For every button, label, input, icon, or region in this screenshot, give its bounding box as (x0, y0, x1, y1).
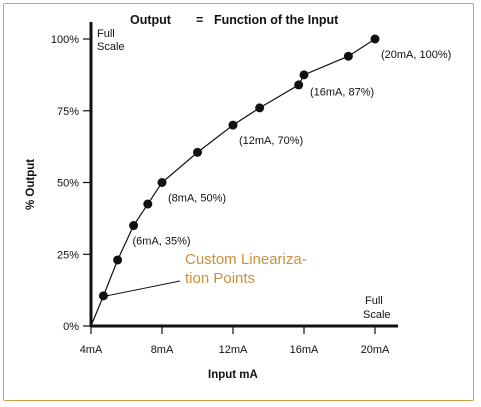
chart-frame (3, 3, 474, 401)
data-point (294, 80, 304, 90)
chart-title-left: Output (130, 13, 172, 27)
data-point (129, 221, 139, 231)
point-annotation: (20mA, 100%) (381, 49, 451, 61)
data-point (113, 255, 123, 265)
x-fullscale-line2: Scale (363, 309, 391, 321)
y-tick-label: 50% (57, 178, 79, 190)
y-tick-label: 25% (57, 249, 79, 261)
y-tick-label: 75% (57, 106, 79, 118)
callout-line2: tion Points (185, 270, 255, 287)
point-annotation: (16mA, 87%) (310, 86, 374, 98)
data-point (193, 147, 202, 157)
y-fullscale-line1: Full (97, 28, 115, 40)
y-tick-label: 0% (63, 321, 79, 333)
x-tick-label: 12mA (219, 344, 248, 356)
point-annotation: (12mA, 70%) (239, 135, 303, 147)
x-tick-label: 20mA (361, 344, 390, 356)
callout-leader (105, 280, 181, 297)
y-fullscale-line2: Scale (97, 41, 125, 53)
x-tick-label: 16mA (290, 344, 319, 356)
x-tick-label: 8mA (151, 344, 174, 356)
data-point (255, 103, 265, 113)
y-tick-label: 100% (51, 34, 79, 46)
y-axis-title: % Output (25, 159, 37, 210)
data-point (157, 178, 167, 187)
data-point (299, 70, 309, 80)
x-fullscale-line1: Full (365, 295, 383, 307)
callout-line1: Custom Lineariza- (185, 251, 307, 268)
x-axis-title: Input mA (208, 369, 258, 381)
data-point (370, 34, 380, 44)
data-point (143, 199, 153, 209)
data-point (228, 120, 238, 130)
data-point (98, 291, 108, 301)
point-annotation: (8mA, 50%) (168, 193, 226, 205)
data-point (343, 51, 353, 61)
chart-title-equals: = (196, 13, 203, 27)
point-annotation: (6mA, 35%) (133, 236, 191, 248)
chart-title-right: Function of the Input (214, 13, 339, 27)
x-tick-label: 4mA (80, 344, 103, 356)
